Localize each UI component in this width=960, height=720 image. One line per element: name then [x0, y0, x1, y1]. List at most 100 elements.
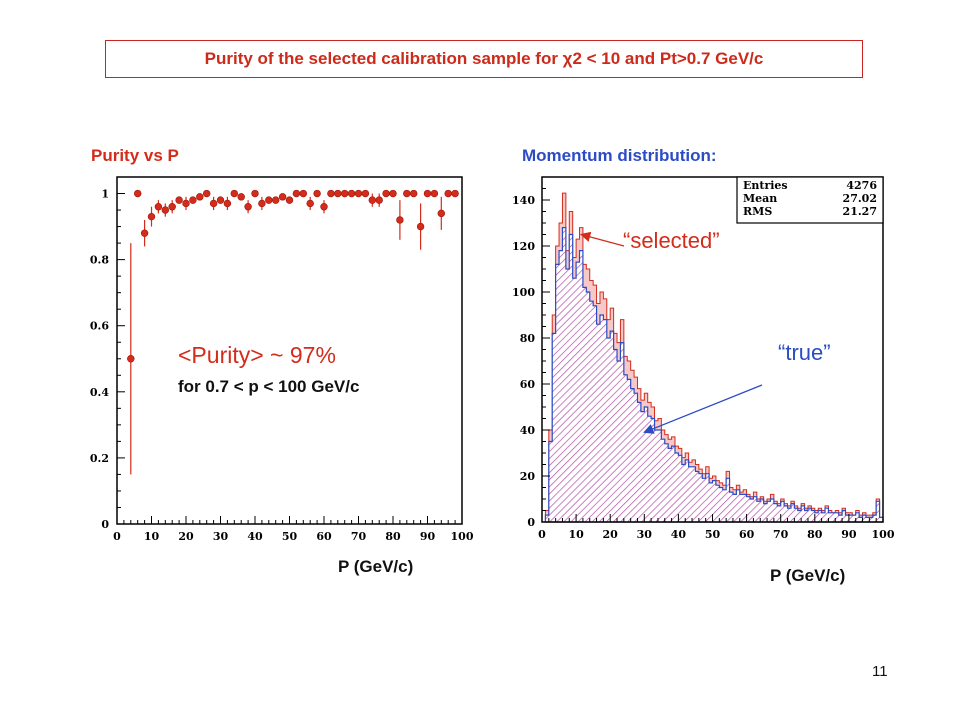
purity-marker — [223, 199, 232, 208]
purity-point — [403, 189, 411, 198]
purity-point — [430, 189, 439, 198]
purity-marker — [341, 189, 349, 198]
purity-marker — [216, 196, 225, 204]
y-tick-label: 100 — [512, 286, 535, 299]
purity-marker — [451, 189, 459, 198]
y-tick-label: 120 — [512, 240, 535, 253]
right-chart-title: Momentum distribution: — [522, 146, 717, 165]
purity-point — [140, 219, 149, 247]
y-tick-label: 0.2 — [90, 452, 109, 465]
y-tick-label: 0 — [101, 518, 109, 531]
purity-point — [320, 200, 328, 214]
purity-marker — [278, 193, 287, 201]
x-tick-label: 100 — [451, 530, 474, 543]
y-tick-label: 0.4 — [90, 386, 109, 399]
purity-marker — [430, 189, 439, 198]
purity-marker — [423, 189, 432, 198]
purity-point — [265, 196, 273, 204]
stats-box — [736, 176, 884, 224]
purity-point — [278, 193, 287, 201]
purity-point — [209, 196, 218, 211]
purity-point — [341, 189, 349, 198]
true-annotation: “true” — [778, 340, 831, 365]
x-tick-label: 20 — [178, 530, 194, 543]
purity-marker — [161, 206, 170, 214]
x-tick-label: 90 — [420, 530, 436, 543]
purity-point — [437, 196, 445, 230]
purity-marker — [182, 199, 190, 208]
purity-marker — [189, 196, 197, 204]
purity-marker — [230, 189, 239, 198]
x-tick-label: 0 — [113, 530, 121, 543]
purity-point — [189, 196, 197, 204]
purity-marker — [154, 203, 163, 211]
purity-marker — [416, 222, 425, 231]
purity-point — [444, 189, 452, 198]
y-tick-label: 40 — [520, 424, 536, 437]
purity-point — [299, 189, 308, 198]
purity-marker — [306, 199, 314, 208]
y-tick-label: 140 — [512, 194, 535, 207]
purity-point — [347, 189, 356, 198]
purity-marker — [320, 203, 328, 211]
purity-point — [292, 189, 301, 198]
purity-point — [161, 203, 170, 217]
left-chart-title: Purity vs P — [91, 146, 179, 165]
y-tick-label: 80 — [520, 332, 536, 345]
purity-marker — [410, 189, 418, 198]
stats-value: 4276 — [846, 179, 877, 192]
purity-point — [451, 189, 459, 198]
title-box: Purity of the selected calibration sampl… — [105, 40, 863, 78]
purity-marker — [368, 196, 376, 204]
purity-point — [389, 189, 397, 198]
purity-marker — [354, 189, 363, 198]
purity-point — [361, 189, 370, 198]
purity-marker — [140, 229, 149, 237]
purity-mean-annotation: <Purity> ~ 97% — [178, 342, 336, 368]
purity-point — [382, 189, 390, 198]
purity-point — [182, 196, 190, 211]
x-tick-label: 30 — [213, 530, 229, 543]
true-histogram — [544, 227, 884, 523]
x-tick-label: 50 — [705, 528, 721, 541]
purity-point — [147, 206, 156, 227]
purity-point — [251, 189, 259, 198]
page-number: 11 — [872, 663, 888, 680]
x-tick-label: 70 — [773, 528, 789, 541]
purity-point — [334, 189, 342, 198]
purity-marker — [258, 199, 266, 208]
right-xlabel: P (GeV/c) — [770, 566, 846, 585]
x-tick-label: 10 — [568, 528, 584, 541]
purity-marker — [265, 196, 273, 204]
purity-point — [258, 196, 266, 211]
true-arrow — [643, 384, 763, 434]
purity-marker — [444, 189, 452, 198]
purity-marker — [202, 189, 211, 198]
purity-marker — [209, 199, 218, 208]
purity-marker — [375, 196, 383, 204]
purity-range-annotation: for 0.7 < p < 100 GeV/c — [178, 377, 360, 396]
purity-point — [230, 189, 239, 198]
stats-label: Mean — [743, 192, 777, 205]
x-tick-label: 20 — [603, 528, 619, 541]
purity-marker — [147, 212, 156, 221]
purity-marker — [334, 189, 342, 198]
y-tick-label: 20 — [520, 470, 536, 483]
purity-point — [223, 196, 232, 211]
purity-point — [168, 200, 176, 214]
purity-point — [154, 200, 163, 214]
purity-marker — [396, 216, 404, 224]
purity-point — [375, 193, 383, 207]
left-xlabel: P (GeV/c) — [338, 557, 414, 576]
x-tick-label: 100 — [872, 528, 895, 541]
purity-marker — [292, 189, 301, 198]
purity-marker — [251, 189, 259, 198]
purity-point — [306, 196, 314, 211]
purity-marker — [272, 196, 280, 204]
purity-point — [127, 243, 135, 475]
y-tick-label: 1 — [101, 188, 109, 201]
y-tick-label: 0.6 — [90, 320, 109, 333]
purity-point — [196, 193, 204, 201]
x-tick-label: 10 — [144, 530, 160, 543]
y-tick-label: 0.8 — [90, 254, 109, 267]
